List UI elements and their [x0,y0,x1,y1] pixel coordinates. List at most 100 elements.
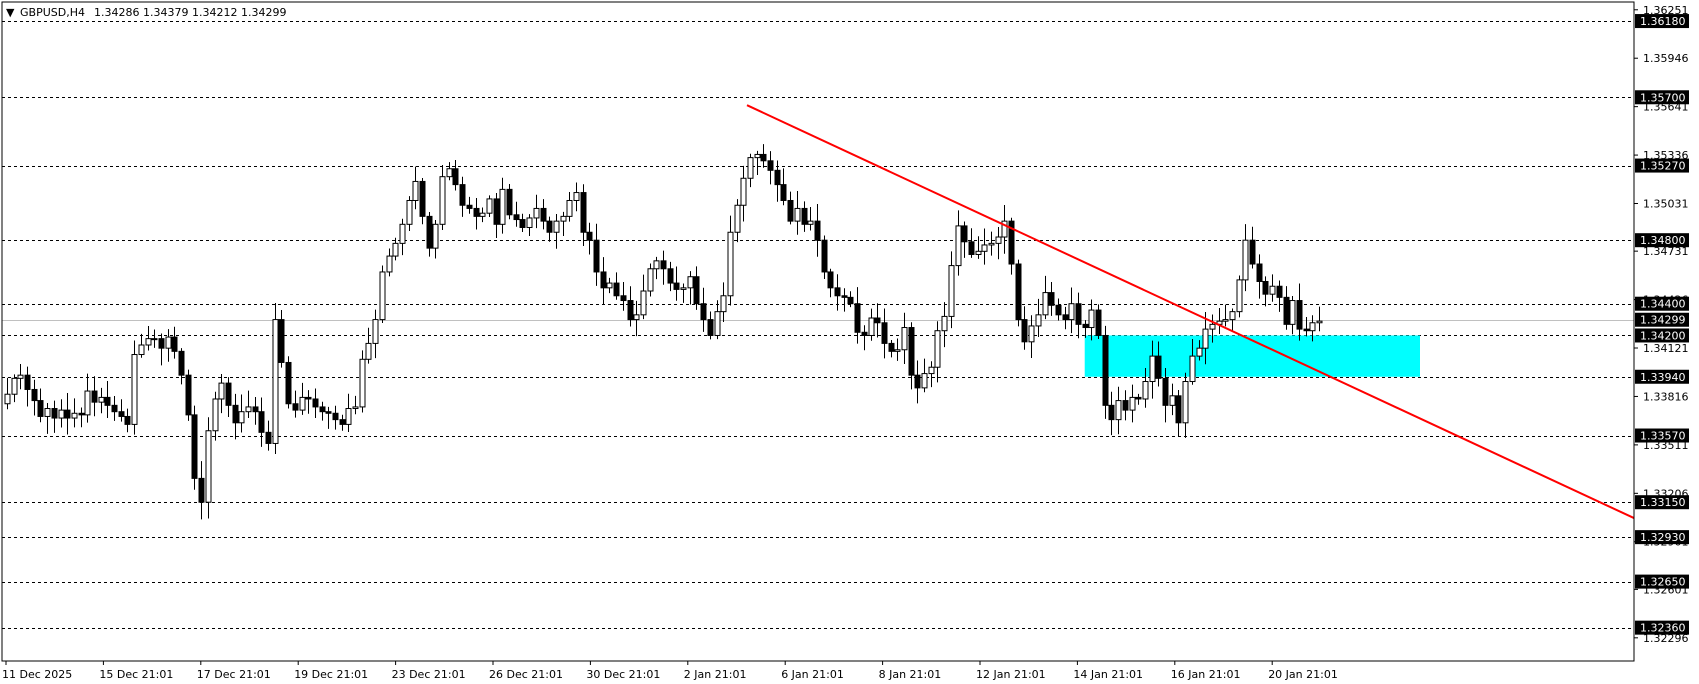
candle[interactable] [339,414,346,431]
candle[interactable] [439,164,446,230]
candle[interactable] [432,220,439,259]
candle[interactable] [258,397,265,447]
candle[interactable] [640,274,647,320]
candle[interactable] [71,398,78,428]
candle[interactable] [707,311,714,340]
candle[interactable] [1182,372,1189,438]
candle[interactable] [17,364,24,390]
candle[interactable] [245,390,252,418]
candle[interactable] [1108,391,1115,436]
candle[interactable] [419,178,426,225]
candle[interactable] [560,211,567,236]
candle[interactable] [1196,340,1203,361]
candle[interactable] [506,183,513,220]
candle[interactable] [941,302,948,348]
candle[interactable] [660,250,667,285]
candle[interactable] [1242,224,1249,292]
candle[interactable] [908,322,915,390]
candle[interactable] [627,286,634,327]
candle[interactable] [821,235,828,279]
candle[interactable] [586,222,593,255]
candle[interactable] [1129,384,1136,423]
candle[interactable] [988,231,995,256]
candle[interactable] [1189,339,1196,385]
candle[interactable] [1222,304,1229,327]
candle[interactable] [386,248,393,277]
candle[interactable] [292,390,299,418]
candle[interactable] [111,395,118,421]
candle[interactable] [968,228,975,258]
candle[interactable] [379,265,386,324]
candle[interactable] [272,303,279,454]
candle[interactable] [533,194,540,229]
candle[interactable] [693,266,700,310]
candle[interactable] [600,257,607,305]
candle[interactable] [1088,299,1095,341]
candle[interactable] [359,350,366,413]
candle[interactable] [921,358,928,393]
candle[interactable] [372,309,379,359]
candle[interactable] [178,348,185,385]
candle[interactable] [124,408,131,433]
candle[interactable] [1075,292,1082,339]
candle[interactable] [894,338,901,361]
candle[interactable] [466,196,473,214]
candle[interactable] [399,218,406,256]
candle[interactable] [1262,276,1269,307]
candle[interactable] [1162,368,1169,423]
candle[interactable] [64,393,71,435]
candle[interactable] [1008,217,1015,275]
candle[interactable] [44,402,51,434]
candle[interactable] [519,213,526,233]
candle[interactable] [104,380,111,418]
candle[interactable] [546,216,553,242]
candle[interactable] [981,228,988,265]
candle[interactable] [352,395,359,415]
candle[interactable] [580,184,587,246]
candle[interactable] [888,339,895,358]
candle[interactable] [606,277,613,294]
candle[interactable] [151,329,158,348]
candle[interactable] [91,376,98,417]
candle[interactable] [452,160,459,191]
candle[interactable] [1001,205,1008,254]
candle[interactable] [1068,287,1075,334]
candle[interactable] [948,251,955,329]
candle[interactable] [1015,259,1022,327]
candle[interactable] [305,390,312,414]
candle[interactable] [740,165,747,222]
candle[interactable] [934,321,941,383]
candle[interactable] [1256,254,1263,299]
candle[interactable] [158,333,165,366]
candle[interactable] [734,199,741,243]
candle[interactable] [700,287,707,332]
candle[interactable] [1135,393,1142,405]
candle[interactable] [24,366,31,407]
candle[interactable] [1082,320,1089,338]
candle[interactable] [58,399,65,428]
candle[interactable] [1122,390,1129,421]
candle[interactable] [928,361,935,388]
candle[interactable] [566,191,573,222]
candle[interactable] [767,151,774,185]
candle[interactable] [406,196,413,231]
candle[interactable] [98,387,105,414]
candle[interactable] [212,391,219,441]
candle[interactable] [412,166,419,210]
candle[interactable] [1249,226,1256,269]
candle[interactable] [138,333,145,358]
candle[interactable] [1236,275,1243,318]
candle[interactable] [1102,325,1109,419]
candle[interactable] [185,369,192,421]
candle[interactable] [319,401,326,421]
candle[interactable] [760,144,767,168]
candle[interactable] [446,162,453,181]
candle[interactable] [780,168,787,206]
candle[interactable] [1021,306,1028,350]
candle[interactable] [37,388,44,423]
candle[interactable] [1155,341,1162,387]
candle[interactable] [687,271,694,305]
candle[interactable] [473,198,480,230]
candle[interactable] [1289,296,1296,335]
candle[interactable] [1095,304,1102,339]
